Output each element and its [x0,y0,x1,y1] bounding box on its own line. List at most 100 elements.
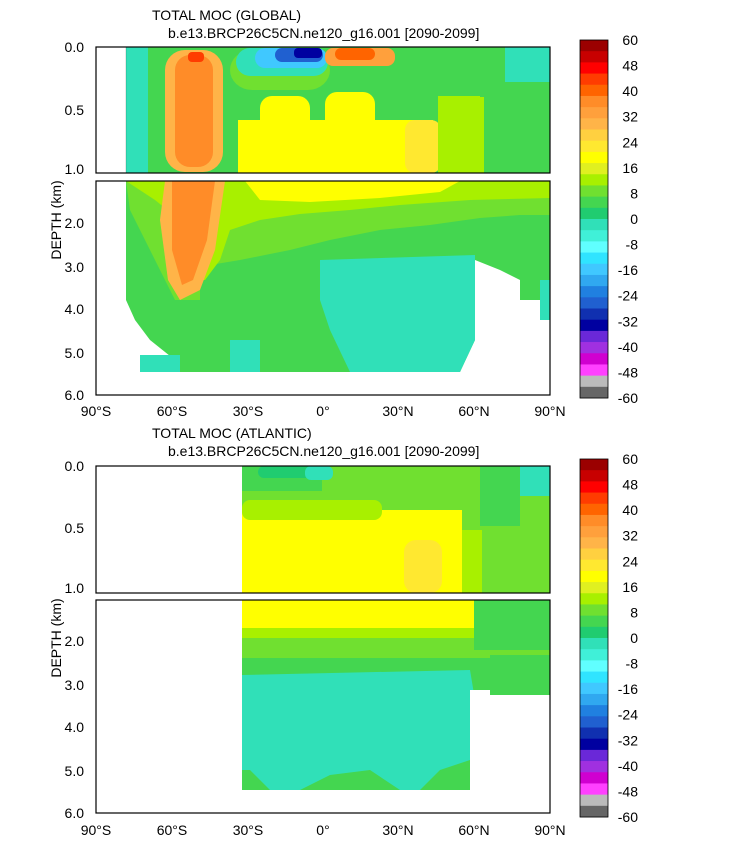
colorbar-label: -8 [626,237,639,253]
colorbar-label: -60 [618,809,638,825]
colorbar-swatch [580,308,608,321]
colorbar-swatch [580,375,608,388]
x-tick: 0° [316,403,329,419]
colorbar-swatch [580,761,608,773]
x-tick: 60°S [157,403,188,419]
colorbar-swatch [580,514,608,527]
colorbar-label: 32 [622,528,638,544]
colorbar-label: 40 [622,502,638,518]
panel-atlantic-lower-field [242,600,550,790]
colorbar-label: 24 [622,553,638,569]
colorbar-swatch [580,353,608,365]
y-tick: 1.0 [65,580,85,596]
colorbar-label: -48 [618,364,638,380]
colorbar-swatch [580,230,608,242]
y-tick: 0.5 [65,520,85,536]
panel-atlantic-title: TOTAL MOC (ATLANTIC) [152,425,312,441]
panel-atlantic-upper-field [242,466,550,593]
colorbar-label: 8 [630,604,638,620]
colorbar-swatch [580,129,608,142]
colorbar-label: -60 [618,390,638,406]
colorbar-label: 60 [622,451,638,467]
colorbar-swatch [580,241,608,253]
colorbar-swatch [580,492,608,505]
colorbar-swatch [580,174,608,186]
y-tick: 0.0 [65,39,85,55]
panel-atlantic-ylabel: DEPTH (km) [48,598,64,677]
panel-atlantic-upper-frame [95,465,551,594]
colorbar-swatch [580,151,608,164]
colorbar-label: -40 [618,758,638,774]
colorbar-global: 60 48 40 32 24 16 8 0 -8 -16 -24 -32 -40 -48 -60 [579,32,639,406]
colorbar-swatch [580,286,608,298]
colorbar-swatch [580,51,608,63]
panel-atlantic: TOTAL MOC (ATLANTIC) b.e13.BRCP26C5CN.ne… [48,425,566,838]
x-tick: 30°S [233,403,264,419]
colorbar-swatch [580,481,608,493]
colorbar-swatch [580,682,608,695]
colorbar-swatch [580,749,608,762]
y-tick: 6.0 [65,805,85,821]
y-tick: 3.0 [65,259,85,275]
y-tick: 4.0 [65,719,85,735]
colorbar-swatch [580,537,608,549]
colorbar-label: -48 [618,783,638,799]
colorbar-label: -24 [618,707,638,723]
colorbar-swatch [580,84,608,97]
colorbar-swatch [580,582,608,594]
panel-global: TOTAL MOC (GLOBAL) b.e13.BRCP26C5CN.ne12… [48,7,566,419]
x-tick: 60°N [458,822,489,838]
colorbar-swatch [580,364,608,377]
colorbar-frame [579,458,609,818]
colorbar-atlantic: 60 48 40 32 24 16 8 0 -8 -16 -24 -32 -40 -48 -60 [579,451,638,825]
colorbar-label: 60 [622,32,638,48]
panel-global-subtitle: b.e13.BRCP26C5CN.ne120_g16.001 [2090-209… [168,25,479,41]
x-tick: 90°S [81,822,112,838]
colorbar-swatch [580,274,608,287]
x-tick: 60°N [458,403,489,419]
x-tick: 30°S [233,822,264,838]
colorbar-swatch [580,604,608,617]
colorbar-swatch [580,219,608,231]
colorbar-swatch [580,297,608,309]
colorbar-swatch [580,330,608,343]
colorbar-swatch [580,503,608,516]
colorbar-swatch [580,626,608,639]
colorbar-swatch [580,459,608,471]
x-tick: 90°S [81,403,112,419]
colorbar-swatch [580,95,608,108]
colorbar-swatch [580,140,608,153]
colorbar-swatch [580,559,608,572]
colorbar-label: 32 [622,109,638,125]
colorbar-swatch [580,716,608,728]
colorbar-label: -16 [618,681,638,697]
colorbar-swatch [580,40,608,52]
panel-global-ylabel: DEPTH (km) [48,180,64,259]
y-tick: 0.0 [65,458,85,474]
y-tick: 3.0 [65,677,85,693]
colorbar-swatch [580,263,608,276]
colorbar-swatch [580,783,608,796]
colorbar-swatch [580,805,608,818]
panel-global-upper-field [125,46,551,174]
colorbar-swatch [580,615,608,628]
colorbar-swatch [580,207,608,220]
colorbar-swatch [580,660,608,672]
colorbar-label: -16 [618,262,638,278]
y-tick: 2.0 [65,215,85,231]
y-tick: 5.0 [65,345,85,361]
y-tick: 2.0 [65,633,85,649]
colorbar-label: -32 [618,732,638,748]
colorbar-swatch [580,772,608,784]
colorbar-swatch [580,196,608,209]
colorbar-swatch [580,73,608,86]
x-tick: 30°N [382,403,413,419]
colorbar-swatch [580,470,608,482]
colorbar-swatch [580,118,608,130]
colorbar-swatch [580,386,608,399]
colorbar-frame [579,39,609,399]
y-tick: 5.0 [65,763,85,779]
colorbar-swatch [580,727,608,740]
x-tick: 90°N [534,822,565,838]
x-tick: 60°S [157,822,188,838]
